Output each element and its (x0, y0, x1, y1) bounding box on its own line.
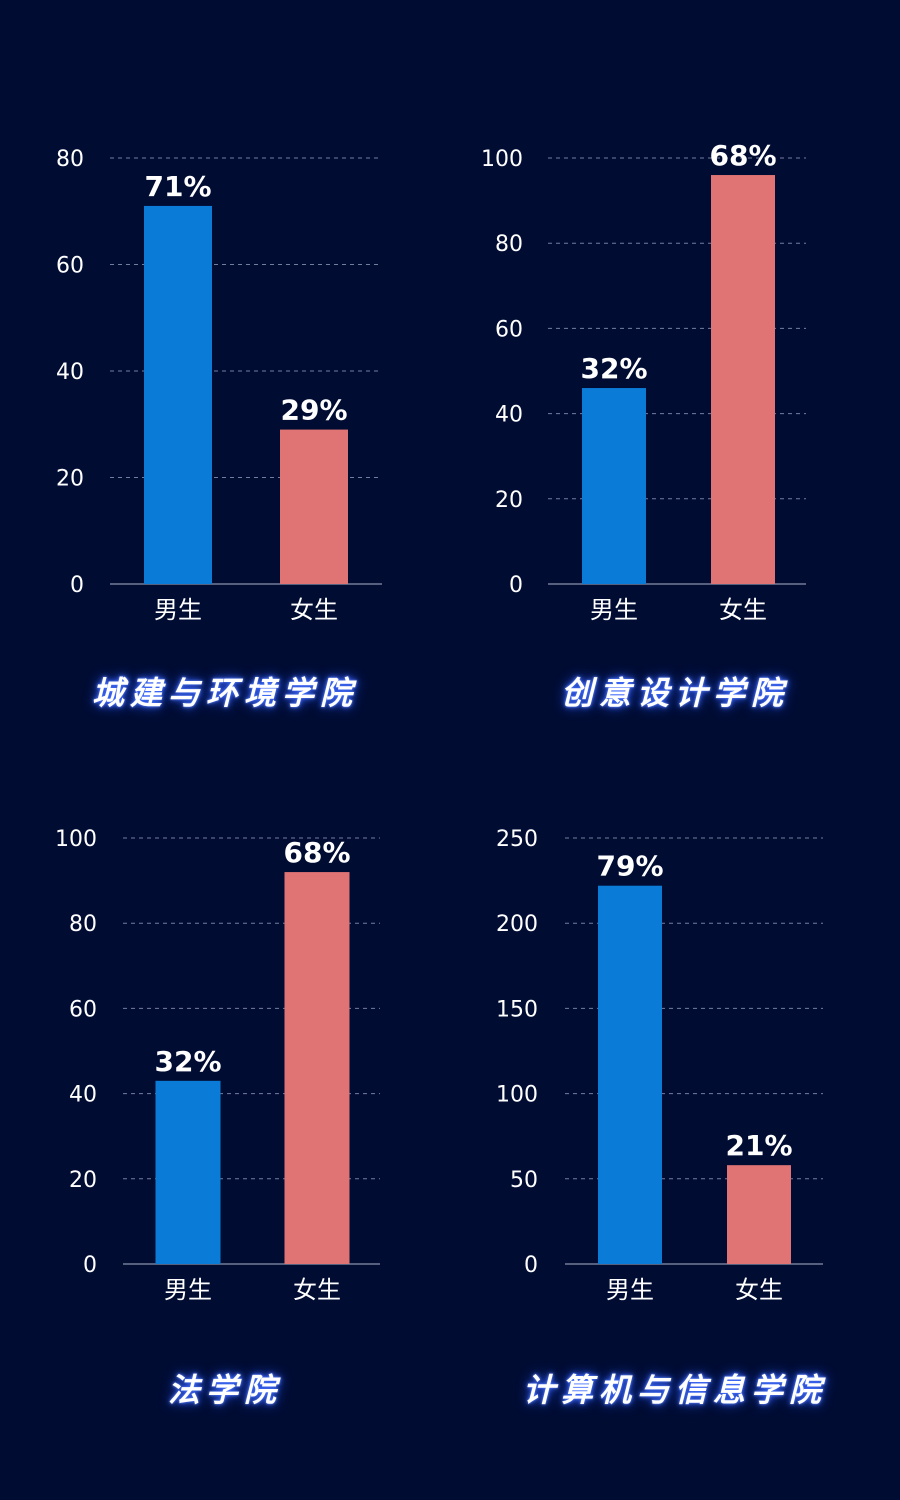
y-tick-label-law-20: 20 (69, 1168, 97, 1193)
data-label-urban-female: 29% (280, 394, 347, 427)
bar-design-male (582, 388, 646, 584)
data-label-law-male: 32% (154, 1045, 221, 1078)
category-label-urban-female: 女生 (290, 596, 338, 624)
y-tick-label-computer-100: 100 (496, 1083, 538, 1108)
bar-urban-male (144, 205, 212, 585)
category-label-computer-female: 女生 (735, 1276, 783, 1304)
data-label-urban-male: 71% (144, 170, 211, 203)
bar-chart-urban: 0 20 40 60 80 71% 男生 29% 女生 (56, 147, 382, 624)
bar-urban-female (280, 429, 348, 584)
college-title-computer: 计算机与信息学院 (522, 1371, 827, 1409)
y-tick-label-computer-50: 50 (510, 1168, 538, 1193)
college-title-law: 法学院 (167, 1371, 282, 1409)
y-tick-label-design-80: 80 (495, 232, 523, 257)
y-tick-label-design-20: 20 (495, 488, 523, 513)
y-tick-label-design-0: 0 (509, 573, 523, 598)
y-tick-label-urban-40: 40 (56, 360, 84, 385)
bar-computer-female (727, 1165, 791, 1264)
chart-panel-urban: 0 20 40 60 80 71% 男生 29% 女生 城建与环境学院 (0, 0, 450, 750)
bar-chart-law: 0 20 40 60 80 100 32% 男生 68% 女生 (55, 827, 380, 1304)
data-label-computer-male: 79% (596, 850, 663, 883)
y-tick-label-design-60: 60 (495, 317, 523, 342)
y-tick-label-computer-250: 250 (496, 827, 538, 852)
category-label-design-female: 女生 (719, 596, 767, 624)
bar-law-male (155, 1080, 221, 1264)
y-tick-label-urban-60: 60 (56, 254, 84, 279)
college-title-urban: 城建与环境学院 (91, 674, 358, 712)
chart-panel-computer: 0 50 100 150 200 250 79% 男生 21% 女生 计算机与信息学院 (450, 750, 900, 1500)
category-label-design-male: 男生 (590, 596, 638, 624)
y-tick-label-urban-0: 0 (70, 573, 84, 598)
category-label-urban-male: 男生 (154, 596, 202, 624)
data-label-computer-female: 21% (725, 1129, 792, 1162)
bar-chart-computer: 0 50 100 150 200 250 79% 男生 21% 女生 (496, 827, 823, 1304)
y-tick-label-law-40: 40 (69, 1083, 97, 1108)
category-label-law-female: 女生 (293, 1276, 341, 1304)
y-tick-label-design-40: 40 (495, 403, 523, 428)
bar-law-female (284, 872, 350, 1264)
y-tick-label-law-60: 60 (69, 997, 97, 1022)
data-label-design-female: 68% (709, 139, 776, 172)
y-tick-label-computer-150: 150 (496, 997, 538, 1022)
bar-design-female (711, 175, 775, 585)
chart-panel-law: 0 20 40 60 80 100 32% 男生 68% 女生 法学院 (0, 750, 450, 1500)
y-tick-label-urban-20: 20 (56, 467, 84, 492)
y-tick-label-computer-0: 0 (524, 1253, 538, 1278)
college-title-design: 创意设计学院 (560, 674, 789, 712)
data-label-law-female: 68% (283, 836, 350, 869)
y-tick-label-law-100: 100 (55, 827, 97, 852)
y-tick-label-design-100: 100 (481, 147, 523, 172)
y-tick-label-urban-80: 80 (56, 147, 84, 172)
category-label-law-male: 男生 (164, 1276, 212, 1304)
bar-chart-design: 0 20 40 60 80 100 32% 男生 68% 女生 (481, 139, 806, 624)
y-tick-label-computer-200: 200 (496, 912, 538, 937)
chart-panel-design: 0 20 40 60 80 100 32% 男生 68% 女生 创意设计学院 (450, 0, 900, 750)
category-label-computer-male: 男生 (606, 1276, 654, 1304)
data-label-design-male: 32% (580, 352, 647, 385)
bar-computer-male (598, 885, 662, 1264)
y-tick-label-law-80: 80 (69, 912, 97, 937)
y-tick-label-law-0: 0 (83, 1253, 97, 1278)
